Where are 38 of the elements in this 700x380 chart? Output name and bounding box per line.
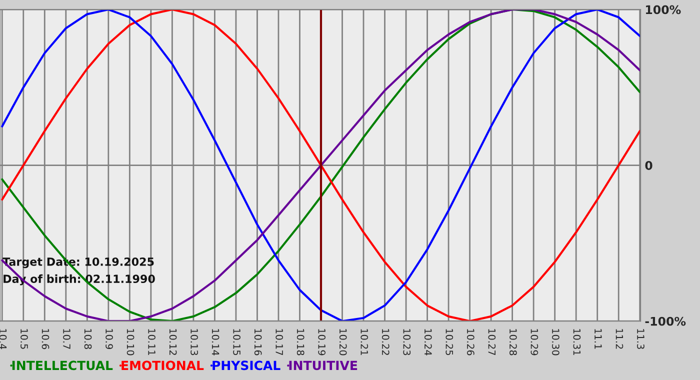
x-tick-label: 10.10 [126, 329, 134, 356]
x-tick-label: 10.23 [403, 329, 411, 356]
y-tick-label: 100% [646, 5, 681, 14]
legend-label: INTUITIVE [289, 360, 358, 370]
x-tick-label: 10.7 [63, 329, 70, 349]
x-tick-label: 10.31 [573, 329, 581, 355]
x-tick-label: 10.28 [509, 329, 517, 356]
x-tick-label: 11.3 [637, 329, 644, 349]
line-series [1, 10, 640, 322]
x-tick-label: 10.11 [148, 329, 156, 355]
x-tick-label: 10.8 [84, 329, 92, 350]
x-tick-label: 10.27 [488, 329, 496, 356]
x-tick-label: 10.12 [169, 329, 177, 355]
x-tick-label: 10.20 [339, 329, 347, 356]
x-tick-label: 10.9 [106, 329, 113, 350]
legend-label: INTELLECTUAL [12, 360, 113, 370]
x-tick-label: 10.22 [382, 329, 390, 355]
x-tick-label: 10.21 [360, 329, 368, 355]
x-tick-label: 10.13 [190, 329, 198, 356]
x-tick-label: 10.26 [466, 329, 474, 356]
legend-label: EMOTIONAL [122, 360, 204, 370]
legend-label: PHYSICAL [212, 360, 280, 370]
x-tick-label: 10.6 [42, 329, 50, 350]
x-tick-label: 10.19 [318, 329, 326, 356]
x-tick-label: 10.25 [446, 329, 454, 356]
x-tick-label: 10.29 [530, 329, 538, 356]
x-tick-label: 10.17 [276, 329, 284, 356]
x-tick-label: 11.2 [616, 329, 624, 349]
x-tick-label: 10.30 [552, 329, 560, 356]
x-tick-label: 10.18 [296, 329, 304, 356]
x-tick-label: 10.15 [233, 329, 240, 356]
x-tick-label: 10.24 [424, 329, 432, 356]
x-tick-label: 10.5 [20, 329, 28, 349]
x-tick-label: 10.16 [254, 329, 262, 356]
y-tick-label: -100% [645, 316, 686, 326]
x-tick-label: 11.1 [594, 329, 602, 349]
y-tick-label: 0 [645, 161, 652, 170]
x-tick-label: 10.14 [212, 329, 220, 356]
